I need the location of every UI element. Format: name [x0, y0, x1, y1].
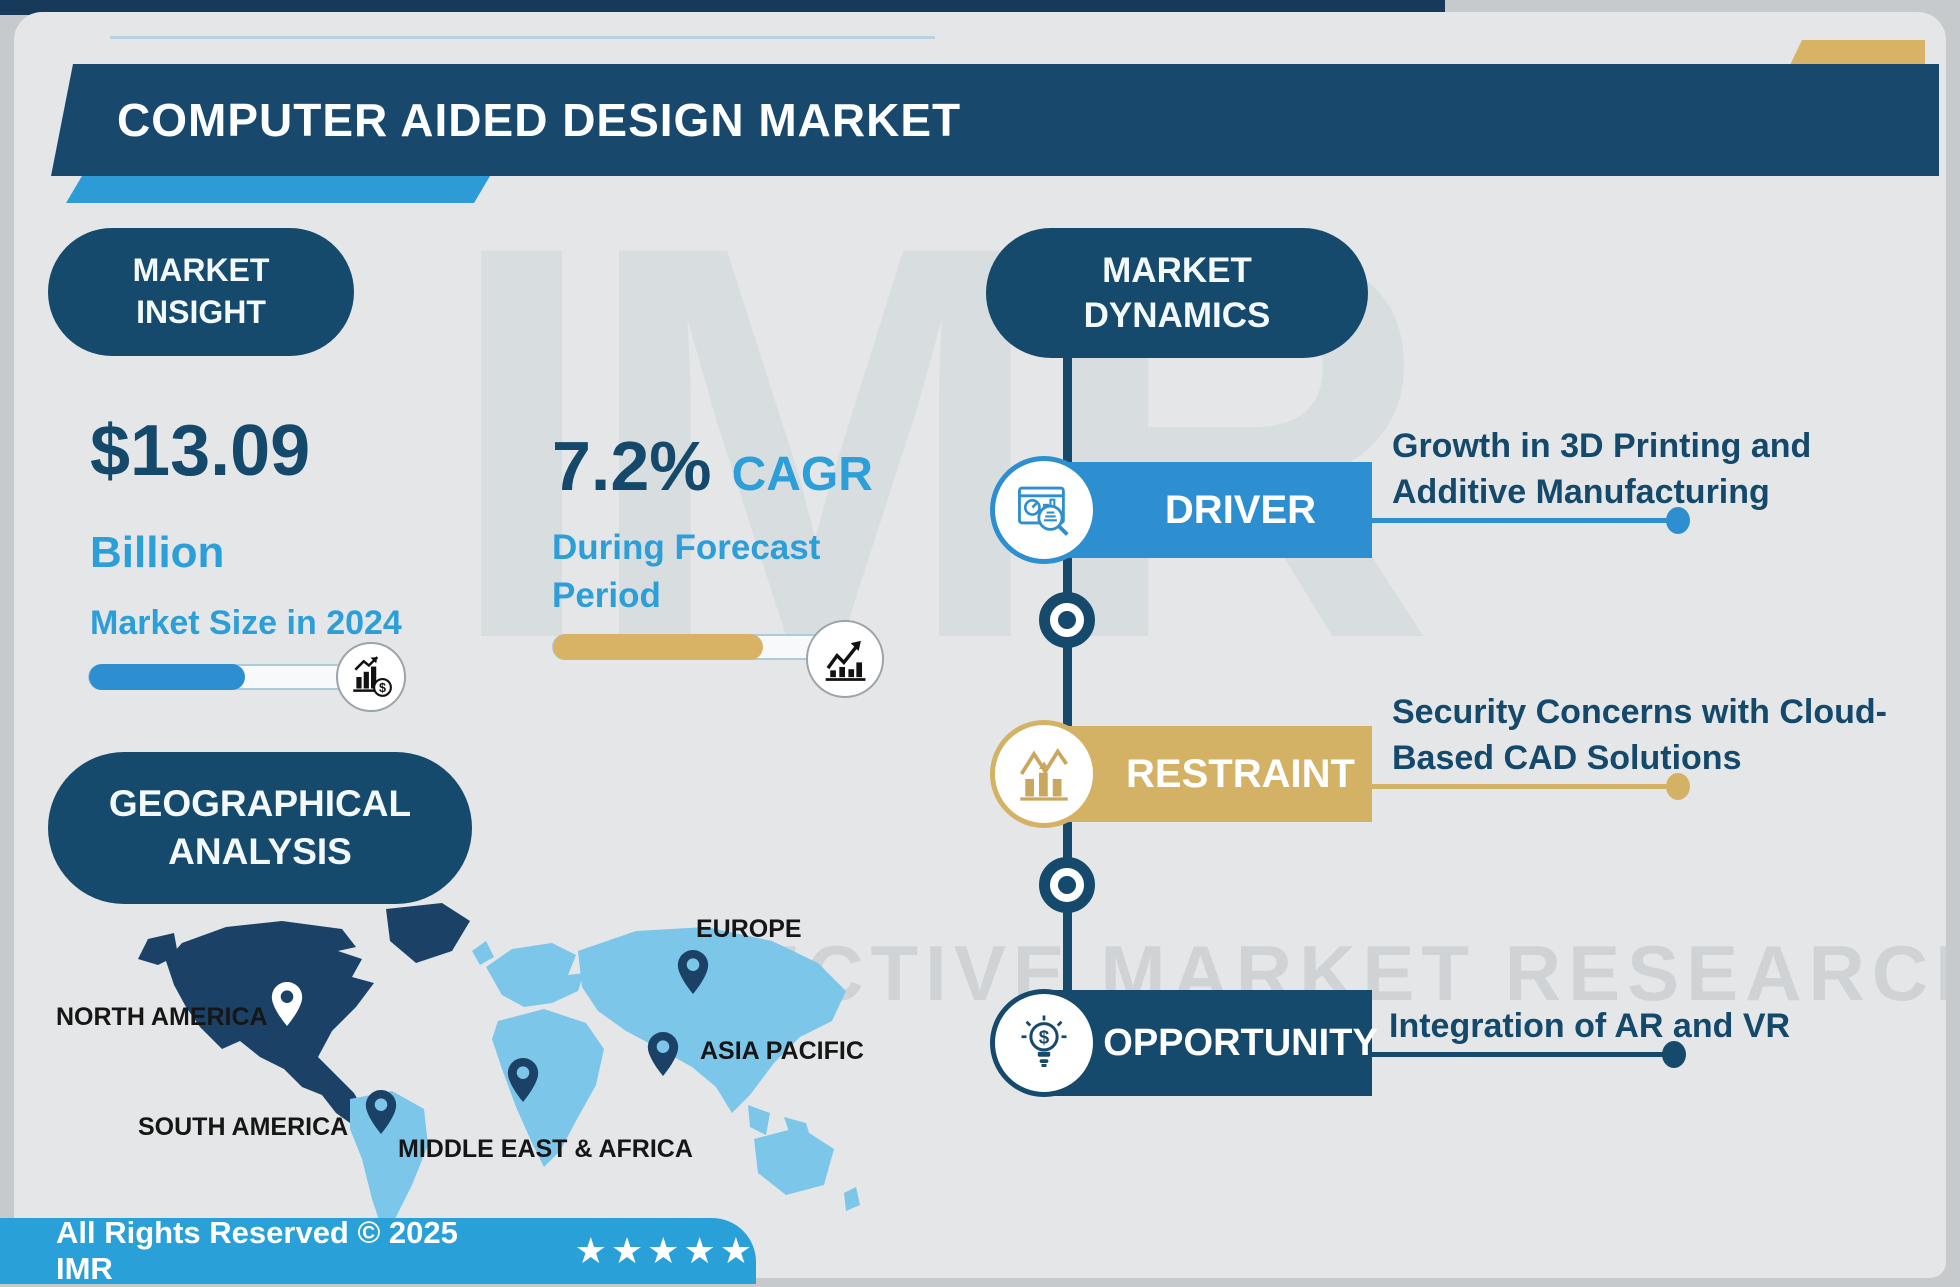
page-title: COMPUTER AIDED DESIGN MARKET	[117, 94, 962, 146]
market-size-icon-badge: $	[336, 642, 406, 712]
timeline-node-core	[1058, 611, 1076, 629]
copyright-text: All Rights Reserved © 2025 IMR	[56, 1215, 458, 1286]
restraint-connector-line	[1372, 784, 1672, 789]
map-pin-icon-asia-pacific	[647, 1032, 679, 1076]
footer-bar: All Rights Reserved © 2025 IMR ★★★★★	[0, 1215, 756, 1286]
opportunity-text: Integration of AR and VR	[1389, 1007, 1791, 1045]
opportunity-banner: OPPORTUNITY	[1054, 990, 1378, 1096]
region-label-south-america: SOUTH AMERICA	[138, 1113, 349, 1141]
driver-connector-line	[1372, 518, 1672, 523]
star-rating: ★★★★★	[574, 1230, 756, 1271]
opportunity-connector-dot	[1662, 1041, 1686, 1068]
cagr-icon-badge	[806, 620, 884, 698]
market-size-caption: Market Size in 2024	[90, 604, 402, 642]
cagr-suffix: CAGR	[731, 448, 873, 501]
opportunity-connector-line	[1372, 1052, 1667, 1057]
region-label-europe: EUROPE	[696, 915, 802, 943]
cagr-caption: During Forecast Period	[552, 528, 821, 616]
region-label-north-america: NORTH AMERICA	[56, 1003, 268, 1031]
restraint-banner: RESTRAINT	[1054, 726, 1372, 822]
driver-text: Growth in 3D Printing and Additive Manuf…	[1392, 427, 1812, 511]
timeline-node-2	[1039, 857, 1095, 913]
market-size-progress-fill	[89, 664, 245, 690]
driver-banner: DRIVER	[1054, 462, 1372, 558]
bar-chart-dollar-icon: $	[353, 656, 392, 697]
geographical-analysis-pill: GEOGRAPHICAL ANALYSIS	[48, 752, 472, 904]
cagr-headline: 7.2% CAGR	[552, 426, 873, 506]
svg-text:$: $	[379, 681, 386, 695]
opportunity-icon-badge: $	[990, 989, 1098, 1097]
restraint-connector-dot	[1666, 773, 1690, 800]
market-dynamics-pill: MARKET DYNAMICS	[986, 228, 1368, 358]
lightbulb-dollar-icon: $	[1021, 1015, 1067, 1067]
world-map: NORTH AMERICA SOUTH AMERICA EUROPE ASIA …	[54, 897, 874, 1232]
market-size-unit: Billion	[90, 528, 225, 577]
trend-up-icon	[825, 640, 866, 681]
market-size-value: $13.09	[90, 411, 311, 491]
header-hairline	[110, 36, 935, 39]
world-map-graphic	[138, 903, 860, 1229]
timeline-vertical-line	[1063, 352, 1072, 1064]
top-edge-strip	[0, 0, 1445, 15]
cagr-progress-fill	[553, 634, 763, 660]
banner-underline-shape	[66, 176, 490, 203]
map-pin-icon-south-america	[365, 1090, 397, 1134]
cagr-value: 7.2%	[552, 427, 712, 505]
timeline-node-core	[1058, 876, 1076, 894]
region-label-asia-pacific: ASIA PACIFIC	[700, 1037, 864, 1065]
map-pin-icon-europe	[677, 950, 709, 994]
declining-chart-icon	[1019, 748, 1069, 801]
driver-icon-badge	[990, 456, 1098, 564]
map-pin-icon-middle-east-africa	[507, 1058, 539, 1102]
timeline-node-1	[1039, 592, 1095, 648]
report-magnifier-icon	[1018, 486, 1069, 536]
map-pin-icon-north-america	[271, 982, 303, 1026]
title-banner: COMPUTER AIDED DESIGN MARKET	[51, 64, 1939, 176]
market-insight-pill: MARKET INSIGHT	[48, 228, 354, 356]
banner-gold-tab	[1790, 40, 1925, 65]
driver-connector-dot	[1666, 507, 1690, 534]
infographic-card: IMR SPECTIVE MARKET RESEARCH COMPUTER AI…	[14, 12, 1946, 1278]
restraint-text: Security Concerns with Cloud-Based CAD S…	[1392, 693, 1887, 777]
market-size-progress-bar	[88, 664, 360, 690]
region-label-middle-east-africa: MIDDLE EAST & AFRICA	[398, 1135, 693, 1163]
svg-text:$: $	[1039, 1027, 1050, 1048]
restraint-icon-badge	[990, 720, 1098, 828]
